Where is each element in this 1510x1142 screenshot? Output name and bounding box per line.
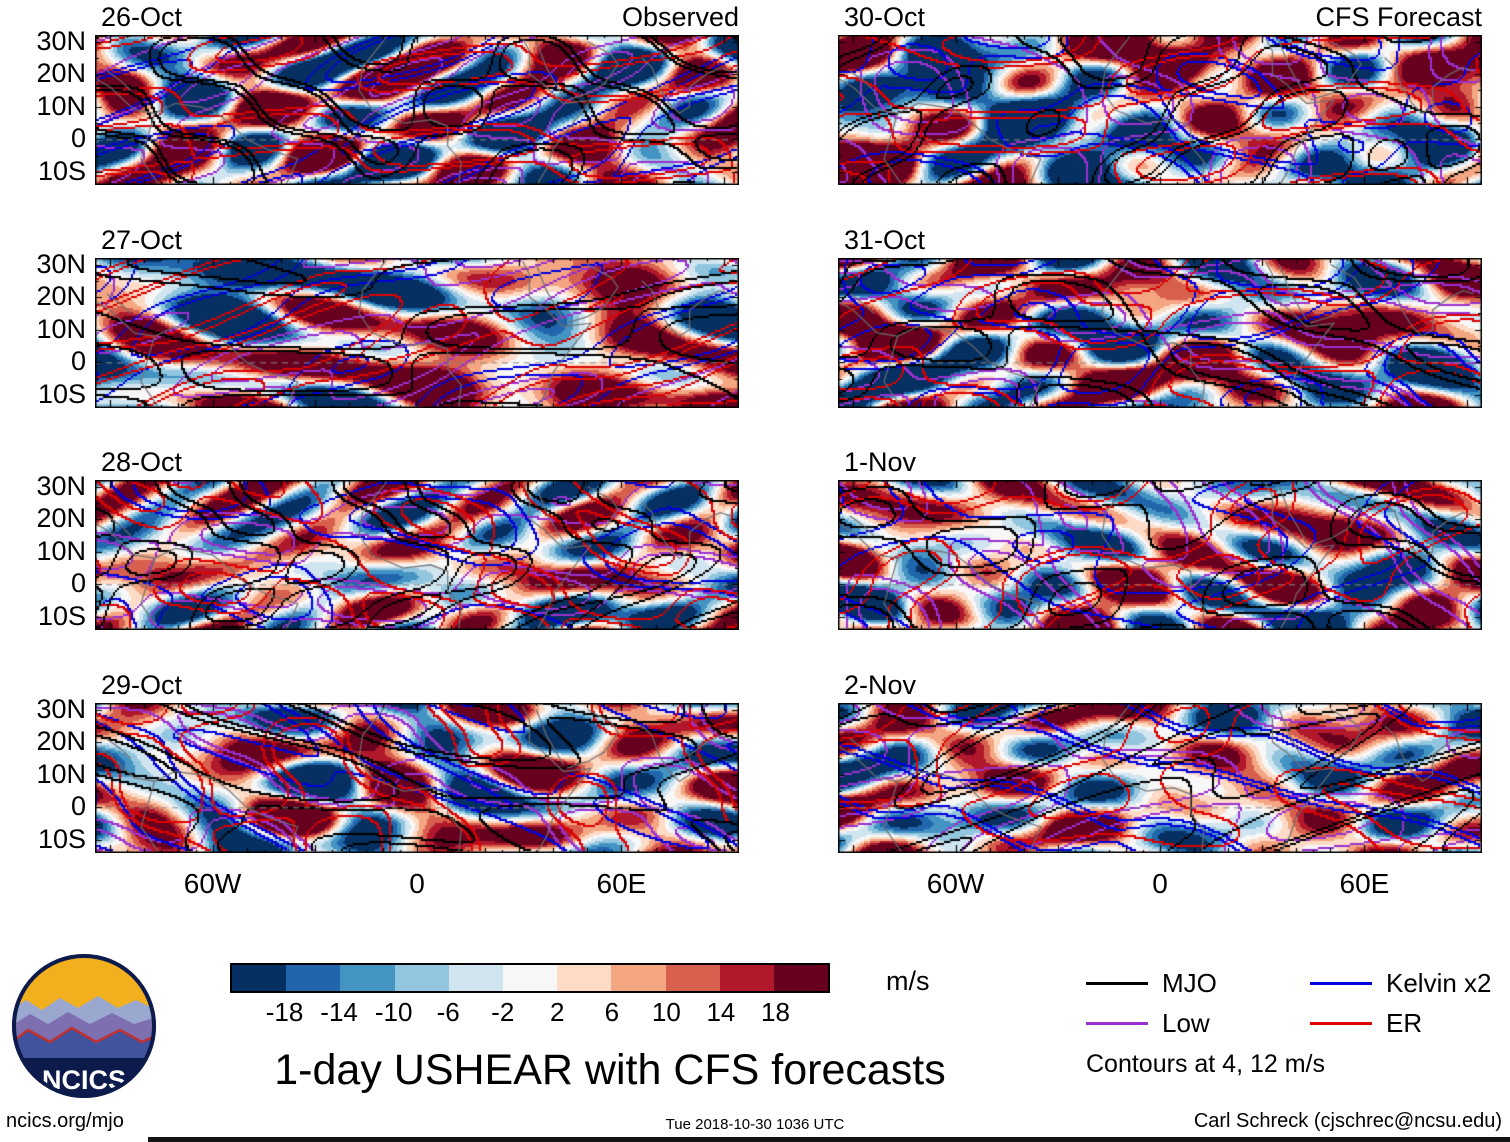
- colorbar-tick--10: -10: [374, 997, 413, 1027]
- lat-label-10S: 10S: [37, 378, 86, 409]
- colorbar-cell-6: [557, 965, 612, 991]
- map-canvas-30-Oct: [838, 35, 1482, 185]
- legend-line-icon: [1086, 981, 1148, 985]
- legend-line-icon: [1310, 1021, 1372, 1025]
- colorbar-cell-7: [611, 965, 666, 991]
- legend-label: MJO: [1162, 968, 1217, 998]
- panel-date-28-Oct: 28-Oct: [101, 447, 183, 477]
- panel-date-29-Oct: 29-Oct: [101, 670, 183, 700]
- colorbar-tick-14: 14: [706, 997, 736, 1027]
- lat-label-10N: 10N: [36, 535, 86, 566]
- legend-label: ER: [1386, 1008, 1423, 1038]
- lon-label-right-0: 0: [1152, 868, 1168, 899]
- map-canvas-28-Oct: [95, 480, 739, 630]
- map-canvas-31-Oct: [838, 258, 1482, 408]
- lon-label-right-60W: 60W: [926, 868, 985, 899]
- footer-url: ncics.org/mjo: [6, 1110, 124, 1132]
- column-title-forecast: CFS Forecast: [1315, 2, 1482, 32]
- ncics-logo-graphic: NCICS: [12, 954, 156, 1098]
- window-edge-bar: [148, 1137, 1510, 1142]
- colorbar-cell-9: [719, 965, 774, 991]
- lon-label-right-60E: 60E: [1339, 868, 1390, 899]
- colorbar-tick--18: -18: [265, 997, 304, 1027]
- colorbar-units: m/s: [886, 966, 930, 996]
- colorbar-cell-4: [448, 965, 503, 991]
- map-canvas-27-Oct: [95, 258, 739, 408]
- colorbar-tick-6: 6: [604, 997, 620, 1027]
- panel-date-1-Nov: 1-Nov: [844, 447, 917, 477]
- map-canvas-2-Nov: [838, 703, 1482, 853]
- colorbar-tick-18: 18: [760, 997, 790, 1027]
- colorbar-tick-10: 10: [651, 997, 681, 1027]
- colorbar-cell-8: [665, 965, 720, 991]
- colorbar-cell-0: [232, 965, 287, 991]
- lat-label-30N: 30N: [36, 248, 86, 279]
- lat-label-30N: 30N: [36, 693, 86, 724]
- legend-line-icon: [1310, 981, 1372, 985]
- colorbar-tick--2: -2: [491, 997, 515, 1027]
- maps-area: 26-Oct Observed 30N 20N 10N 0 10S 27-Oct 30N 20N 1…: [36, 2, 1482, 899]
- legend-label: Kelvin x2: [1386, 968, 1492, 998]
- lat-label-10N: 10N: [36, 313, 86, 344]
- colorbar-cell-2: [340, 965, 395, 991]
- colorbar-cell-1: [286, 965, 341, 991]
- legend-note: Contours at 4, 12 m/s: [1086, 1050, 1326, 1078]
- lon-label-left-60W: 60W: [183, 868, 242, 899]
- lat-label-10N: 10N: [36, 758, 86, 789]
- lon-label-left-60E: 60E: [596, 868, 647, 899]
- map-canvas-26-Oct: [95, 35, 739, 185]
- lat-label-30N: 30N: [36, 25, 86, 56]
- panel-date-30-Oct: 30-Oct: [844, 2, 926, 32]
- legend-item-mjo: MJO: [1086, 968, 1217, 998]
- map-canvas-1-Nov: [838, 480, 1482, 630]
- lat-label-30N: 30N: [36, 470, 86, 501]
- lat-label-10S: 10S: [37, 155, 86, 186]
- legend-item-er: ER: [1310, 1008, 1422, 1038]
- legend-line-icon: [1086, 1021, 1148, 1025]
- legend-item-low: Low: [1086, 1008, 1210, 1038]
- panel-date-27-Oct: 27-Oct: [101, 225, 183, 255]
- panel-date-31-Oct: 31-Oct: [844, 225, 926, 255]
- lat-label-20N: 20N: [36, 58, 86, 89]
- colorbar: [230, 963, 830, 993]
- lat-label-10N: 10N: [36, 90, 86, 121]
- colorbar-cell-10: [773, 965, 829, 991]
- column-title-observed: Observed: [621, 2, 739, 32]
- colorbar-tick--6: -6: [436, 997, 460, 1027]
- lat-label-20N: 20N: [36, 281, 86, 312]
- lat-label-0: 0: [70, 568, 86, 599]
- lat-label-0: 0: [70, 123, 86, 154]
- lat-label-20N: 20N: [36, 503, 86, 534]
- footer-credit: Carl Schreck (cjschrec@ncsu.edu): [1193, 1110, 1502, 1132]
- colorbar-cell-3: [394, 965, 449, 991]
- colorbar-tick--14: -14: [320, 997, 358, 1027]
- map-canvas-29-Oct: [95, 703, 739, 853]
- legend-label: Low: [1162, 1008, 1210, 1038]
- lon-label-left-0: 0: [409, 868, 425, 899]
- figure-title: 1-day USHEAR with CFS forecasts: [274, 1046, 946, 1094]
- lat-label-20N: 20N: [36, 726, 86, 757]
- footer-timestamp: Tue 2018-10-30 1036 UTC: [665, 1116, 845, 1133]
- panel-date-2-Nov: 2-Nov: [844, 670, 917, 700]
- lat-label-10S: 10S: [37, 600, 86, 631]
- lat-label-0: 0: [70, 791, 86, 822]
- ncics-logo: NCICS: [8, 950, 160, 1107]
- legend-item-kelvin-x2: Kelvin x2: [1310, 968, 1492, 998]
- lat-label-0: 0: [70, 346, 86, 377]
- colorbar-cell-5: [502, 965, 558, 991]
- panel-date-26-Oct: 26-Oct: [101, 2, 183, 32]
- colorbar-tick-2: 2: [550, 997, 565, 1027]
- lat-label-10S: 10S: [37, 823, 86, 854]
